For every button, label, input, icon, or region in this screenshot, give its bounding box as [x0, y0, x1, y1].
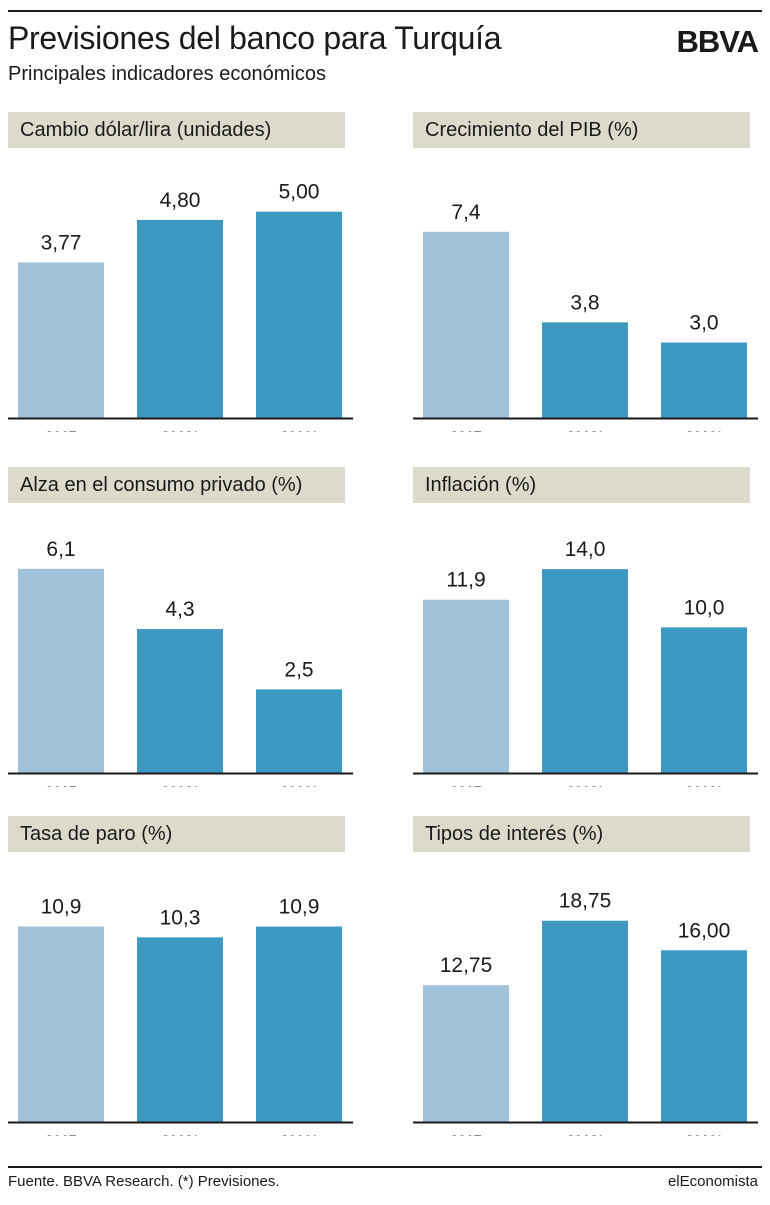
data-label: 12,75 [440, 954, 493, 977]
bar-1 [18, 926, 104, 1122]
publisher-brand: elEconomista [667, 1173, 758, 1190]
category-label: 2018* [162, 428, 199, 432]
bar-1 [423, 231, 509, 418]
data-label: 4,80 [160, 189, 201, 212]
panel-gdp-growth: Crecimiento del PIB (%) 7,4 2017 3,8 2018* 3… [413, 112, 758, 432]
panel-private-consumption: Alza en el consumo privado (%) 6,1 2017 4,… [8, 467, 353, 787]
category-label: 2017 [450, 428, 481, 432]
panel-title: Tipos de interés (%) [413, 816, 750, 852]
category-label: 2017 [45, 783, 76, 787]
data-label: 16,00 [678, 919, 731, 942]
category-label: 2019* [281, 1132, 318, 1136]
panel-inflation: Inflación (%) 11,9 2017 14,0 2018* 10,0 2019* [413, 467, 758, 787]
bar-3 [661, 342, 747, 418]
bar-2 [137, 937, 223, 1122]
panel-title: Inflación (%) [413, 467, 750, 503]
panel-exchange-rate: Cambio dólar/lira (unidades) 3,77 2017 4,8… [8, 112, 353, 432]
bar-chart: 7,4 2017 3,8 2018* 3,0 2019* [413, 201, 758, 432]
category-label: 2019* [281, 783, 318, 787]
data-label: 10,9 [41, 896, 82, 919]
data-label: 4,3 [165, 598, 194, 621]
category-label: 2019* [686, 1132, 723, 1136]
panel-unemployment: Tasa de paro (%) 10,9 2017 10,3 2018* 10,9 20… [8, 816, 353, 1136]
bar-2 [137, 629, 223, 773]
data-label: 18,75 [559, 890, 612, 913]
data-label: 10,3 [160, 906, 201, 929]
data-label: 10,9 [279, 896, 320, 919]
data-label: 10,0 [684, 596, 725, 619]
panel-title: Cambio dólar/lira (unidades) [8, 112, 345, 148]
bar-3 [256, 689, 342, 773]
data-label: 11,9 [446, 569, 485, 592]
panel-interest-rates: Tipos de interés (%) 12,75 2017 18,75 2018*… [413, 816, 758, 1136]
panel-title: Crecimiento del PIB (%) [413, 112, 750, 148]
category-label: 2018* [162, 1132, 199, 1136]
data-label: 6,1 [46, 538, 75, 561]
category-label: 2019* [686, 428, 723, 432]
bar-chart: 3,77 2017 4,80 2018* 5,00 2019* [8, 181, 353, 432]
bar-1 [423, 985, 509, 1122]
category-label: 2017 [45, 428, 76, 432]
bar-2 [137, 219, 223, 418]
data-label: 2,5 [284, 658, 313, 681]
bar-2 [542, 920, 628, 1122]
bar-chart: 11,9 2017 14,0 2018* 10,0 2019* [413, 538, 758, 787]
source-note: Fuente. BBVA Research. (*) Previsiones. [8, 1173, 280, 1190]
data-label: 3,8 [570, 291, 599, 314]
bar-1 [18, 262, 104, 418]
bbva-logo: BBVA [676, 24, 759, 59]
data-label: 3,0 [689, 312, 718, 335]
bottom-rule [8, 1166, 762, 1168]
data-label: 3,77 [41, 231, 82, 254]
panel-title: Tasa de paro (%) [8, 816, 345, 852]
top-rule [8, 10, 762, 12]
bar-1 [423, 599, 509, 773]
bar-chart: 12,75 2017 18,75 2018* 16,00 2019* [413, 890, 758, 1136]
category-label: 2018* [162, 783, 199, 787]
category-label: 2019* [281, 428, 318, 432]
page-subtitle: Principales indicadores económicos [8, 63, 326, 85]
bar-1 [18, 568, 104, 773]
bar-2 [542, 322, 628, 418]
category-label: 2018* [567, 783, 604, 787]
bar-3 [661, 627, 747, 773]
bar-chart: 10,9 2017 10,3 2018* 10,9 2019* [8, 896, 353, 1136]
data-label: 14,0 [565, 538, 606, 561]
bar-2 [542, 569, 628, 773]
data-label: 5,00 [279, 181, 320, 204]
bar-3 [256, 926, 342, 1122]
data-label: 7,4 [451, 201, 481, 224]
panel-title: Alza en el consumo privado (%) [8, 467, 345, 503]
category-label: 2017 [450, 1132, 481, 1136]
category-label: 2017 [450, 783, 481, 787]
category-label: 2018* [567, 428, 604, 432]
bar-3 [256, 211, 342, 418]
category-label: 2017 [45, 1132, 76, 1136]
bar-chart: 6,1 2017 4,3 2018* 2,5 2019* [8, 538, 353, 787]
page-title: Previsiones del banco para Turquía [8, 20, 502, 56]
category-label: 2018* [567, 1132, 604, 1136]
category-label: 2019* [686, 783, 723, 787]
bar-3 [661, 950, 747, 1122]
